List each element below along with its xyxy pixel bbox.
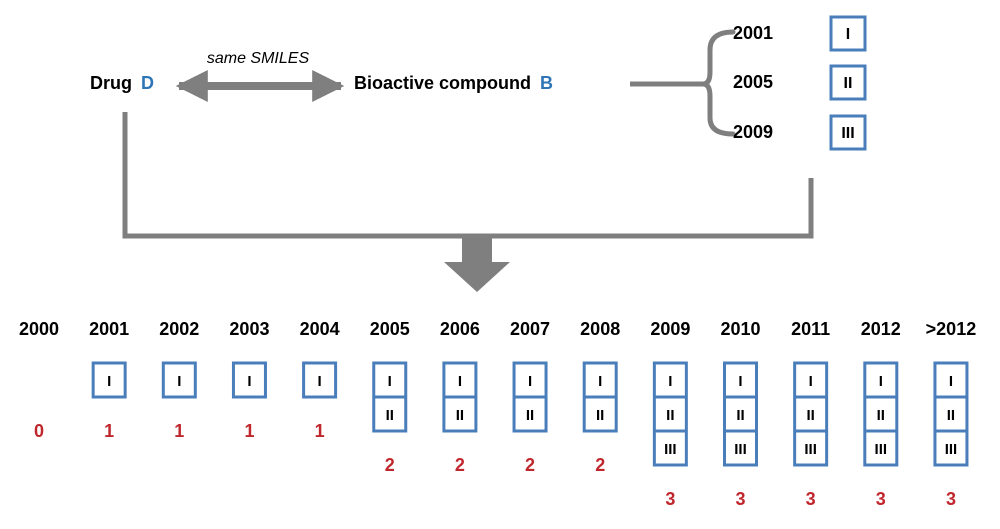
stack-numeral: I — [668, 373, 672, 390]
version-count: 2 — [455, 455, 465, 475]
version-count: 1 — [244, 421, 254, 441]
version-box — [829, 64, 867, 101]
version-brace — [702, 29, 736, 137]
version-numeral: II — [844, 75, 853, 92]
timeline-year: >2012 — [926, 319, 977, 339]
version-year: 2001 — [733, 23, 773, 43]
timeline-column: 2002 I 1 — [159, 319, 199, 441]
timeline-year: 2006 — [440, 319, 480, 339]
merge-bracket — [122, 112, 814, 239]
timeline-year: 2005 — [370, 319, 410, 339]
version-count: 3 — [806, 489, 816, 509]
timeline-year: 2011 — [791, 319, 830, 339]
timeline-year: 2009 — [650, 319, 690, 339]
drug-letter: D — [141, 73, 154, 93]
version-numeral: III — [841, 125, 854, 142]
stack-numeral: I — [598, 373, 602, 390]
stack-numeral: I — [247, 373, 251, 390]
stack-numeral: II — [736, 407, 744, 424]
stack-numeral: I — [107, 373, 111, 390]
version-box — [829, 15, 867, 52]
stack-numeral: II — [666, 407, 674, 424]
stack-numeral: I — [528, 373, 532, 390]
stack-numeral: II — [456, 407, 464, 424]
stack-numeral: II — [596, 407, 604, 424]
version-count: 2 — [525, 455, 535, 475]
stack-numeral: III — [734, 441, 747, 458]
version-count: 3 — [735, 489, 745, 509]
compound-letter: B — [540, 73, 553, 93]
compound-label: Bioactive compound B — [354, 73, 553, 93]
drug-label: Drug D — [90, 73, 154, 93]
version-list: 2001 I 2005 II 2009 III — [733, 15, 867, 151]
stack-numeral: II — [386, 407, 394, 424]
timeline-year: 2010 — [720, 319, 760, 339]
stack-numeral: I — [879, 373, 883, 390]
stack-numeral: II — [526, 407, 534, 424]
stack-numeral: I — [177, 373, 181, 390]
arrow-caption: same SMILES — [207, 50, 310, 67]
timeline-year: 2002 — [159, 319, 199, 339]
timeline-year: 2004 — [300, 319, 340, 339]
timeline-year: 2008 — [580, 319, 620, 339]
stack-numeral: III — [945, 441, 958, 458]
version-count: 1 — [315, 421, 325, 441]
timeline-column: 2000 0 — [19, 319, 59, 441]
stack-numeral: III — [664, 441, 677, 458]
version-count: 1 — [104, 421, 114, 441]
version-stack — [91, 361, 127, 399]
stack-numeral: I — [388, 373, 392, 390]
version-stack — [863, 361, 899, 467]
version-year: 2009 — [733, 122, 773, 142]
stack-numeral: I — [809, 373, 813, 390]
version-stack — [231, 361, 267, 399]
timeline-year: 2001 — [89, 319, 129, 339]
version-stack — [161, 361, 197, 399]
version-year: 2005 — [733, 72, 773, 92]
timeline-column: 2004 I 1 — [300, 319, 340, 441]
stack-numeral: I — [318, 373, 322, 390]
stack-numeral: III — [875, 441, 888, 458]
version-count: 2 — [595, 455, 605, 475]
version-count: 2 — [385, 455, 395, 475]
timeline: 200002001I12002I12003I12004I12005III2200… — [19, 319, 976, 509]
timeline-year: 2003 — [229, 319, 269, 339]
timeline-column: 2003 I 1 — [229, 319, 269, 441]
timeline-year: 2012 — [861, 319, 901, 339]
version-count: 0 — [34, 421, 44, 441]
version-stack — [793, 361, 829, 467]
version-box — [829, 114, 867, 151]
stack-numeral: II — [947, 407, 955, 424]
version-stack — [302, 361, 338, 399]
big-down-arrow — [444, 236, 510, 292]
stack-numeral: I — [458, 373, 462, 390]
stack-numeral: I — [738, 373, 742, 390]
version-count: 1 — [174, 421, 184, 441]
version-count: 3 — [665, 489, 675, 509]
version-numeral: I — [846, 26, 850, 43]
timeline-column: 2001 I 1 — [89, 319, 129, 441]
version-count: 3 — [946, 489, 956, 509]
version-stack — [652, 361, 688, 467]
stack-numeral: II — [806, 407, 814, 424]
version-count: 3 — [876, 489, 886, 509]
timeline-year: 2000 — [19, 319, 59, 339]
timeline-year: 2007 — [510, 319, 550, 339]
stack-numeral: II — [877, 407, 885, 424]
version-stack — [933, 361, 969, 467]
version-stack — [723, 361, 758, 467]
stack-numeral: I — [949, 373, 953, 390]
stack-numeral: III — [804, 441, 817, 458]
